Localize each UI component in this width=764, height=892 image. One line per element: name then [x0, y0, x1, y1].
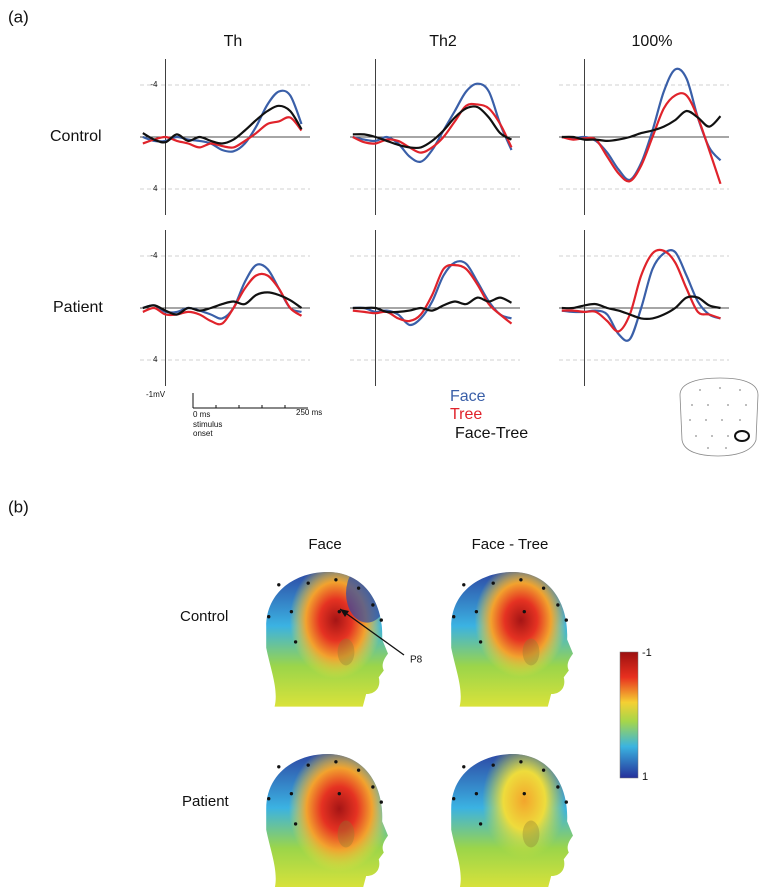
y-tick-label: 4: [153, 184, 158, 193]
panel-label: (a): [8, 7, 29, 26]
topography: [266, 753, 389, 889]
electrode-map: [679, 377, 759, 457]
erp-line: [352, 296, 513, 314]
y-tick-label: -4: [150, 80, 158, 89]
erp-line: [561, 92, 722, 185]
scale-label: 250 ms: [296, 408, 322, 417]
erp-line: [142, 104, 303, 145]
legend-entry: Face: [450, 388, 486, 405]
electrode-label: P8: [410, 655, 423, 666]
colorbar: [619, 651, 639, 779]
y-tick-label: 4: [153, 355, 158, 364]
chart-title: Th: [224, 33, 243, 50]
chart-title: Th2: [429, 33, 457, 50]
erp-line: [352, 263, 513, 325]
erp-line: [561, 295, 721, 320]
row-label: Patient: [53, 299, 103, 316]
column-label: Face: [308, 536, 341, 553]
scale-label: 0 ms: [193, 410, 210, 419]
chart-title: 100%: [632, 33, 673, 50]
colorbar-label: -1: [642, 647, 652, 659]
electrode-pointer: [339, 608, 405, 656]
erp-line: [561, 249, 721, 342]
panel-label: (b): [8, 497, 29, 516]
erp-line: [142, 272, 303, 326]
erp-line: [561, 109, 722, 142]
scale-label: onset: [193, 429, 213, 438]
topography: [451, 571, 573, 707]
scale-label: stimulus: [193, 420, 222, 429]
topography: [451, 753, 573, 889]
colorbar-label: 1: [642, 771, 648, 783]
scale-bar: [192, 393, 308, 409]
erp-line: [352, 105, 513, 150]
y-tick-label: -4: [150, 251, 158, 260]
scale-label: -1mV: [146, 390, 166, 399]
erp-line: [352, 102, 513, 154]
erp-line: [561, 248, 721, 333]
legend-entry: Tree: [450, 406, 482, 423]
erp-line: [142, 116, 303, 149]
erp-line: [352, 82, 513, 164]
row-label: Control: [180, 608, 228, 625]
legend-entry: Face-Tree: [455, 425, 528, 442]
erp-line: [142, 291, 303, 316]
column-label: Face - Tree: [472, 536, 549, 553]
row-label: Patient: [182, 793, 230, 810]
topography: [266, 571, 389, 707]
row-label: Control: [50, 128, 102, 145]
